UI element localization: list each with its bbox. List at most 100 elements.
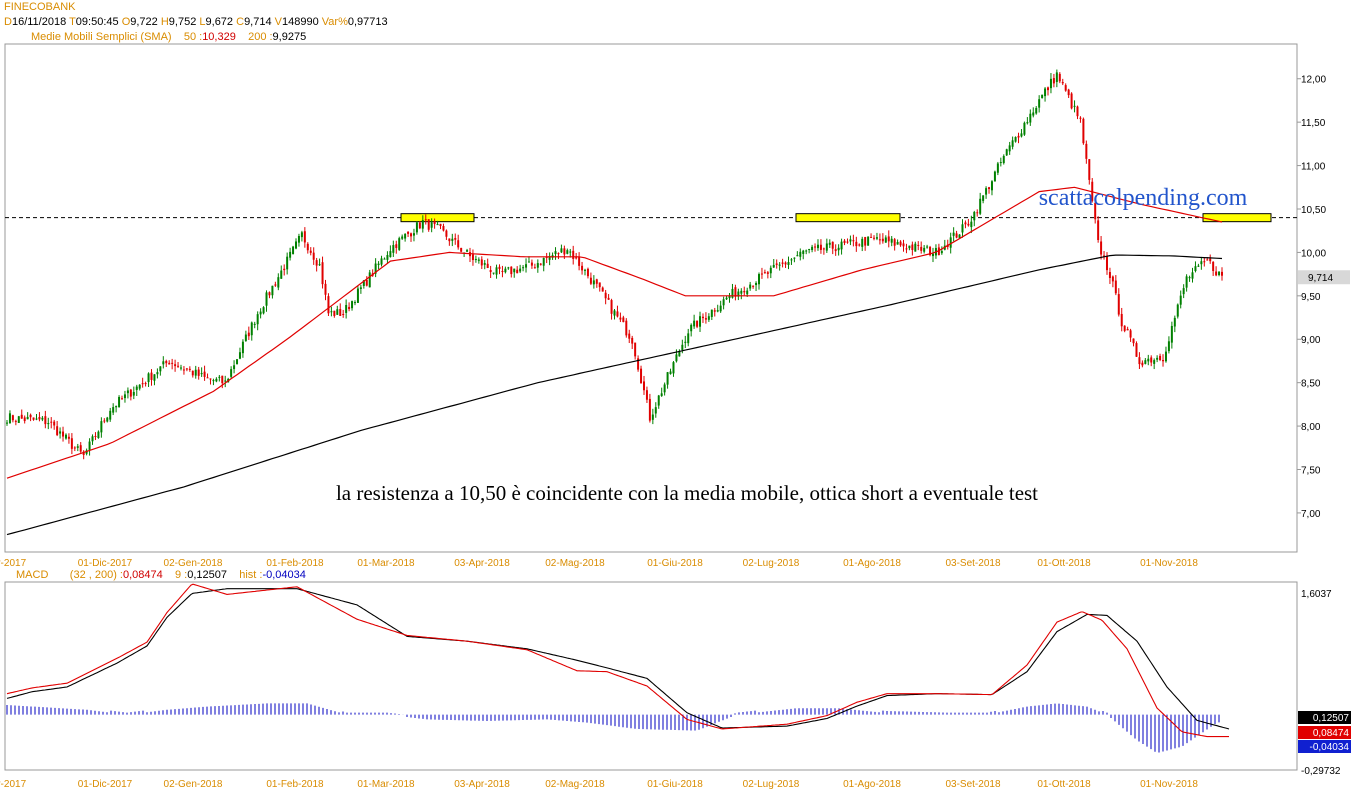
candle-body bbox=[410, 233, 413, 237]
candle-body bbox=[483, 263, 486, 265]
candle-body bbox=[123, 394, 126, 399]
candle-body bbox=[622, 317, 625, 323]
candle-body bbox=[663, 384, 666, 393]
price-date-label: 01-Ott-2018 bbox=[1037, 558, 1091, 569]
candle-body bbox=[498, 266, 501, 269]
price-date-label: 02-Lug-2018 bbox=[743, 558, 800, 569]
candle-body bbox=[631, 337, 634, 344]
candle-body bbox=[525, 264, 528, 268]
macd-tick-label: -0,29732 bbox=[1301, 766, 1341, 777]
candle-body bbox=[1218, 271, 1221, 275]
candle-body bbox=[191, 370, 194, 376]
candle-body bbox=[433, 220, 436, 225]
candle-body bbox=[536, 263, 539, 268]
candle-body bbox=[236, 359, 239, 365]
candle-body bbox=[436, 224, 439, 226]
candle-body bbox=[539, 263, 542, 265]
last-price-box bbox=[1298, 270, 1350, 285]
candle-body bbox=[1008, 145, 1011, 152]
candle-body bbox=[380, 258, 383, 265]
candle-body bbox=[796, 255, 799, 257]
candle-body bbox=[990, 181, 993, 191]
candle-body bbox=[793, 257, 796, 259]
candle-body bbox=[920, 246, 923, 251]
candle-body bbox=[707, 316, 710, 320]
candle-body bbox=[424, 219, 427, 221]
price-date-label: 03-Apr-2018 bbox=[454, 558, 510, 569]
candle-body bbox=[1032, 112, 1035, 116]
candle-body bbox=[731, 288, 734, 298]
candle-body bbox=[59, 431, 62, 434]
candle-body bbox=[654, 407, 657, 414]
candle-body bbox=[445, 230, 448, 237]
candle-body bbox=[1159, 355, 1162, 361]
candle-body bbox=[474, 258, 477, 260]
candle-body bbox=[1044, 88, 1047, 97]
candle-body bbox=[312, 252, 315, 260]
candle-body bbox=[675, 354, 678, 362]
candle-body bbox=[1097, 220, 1100, 240]
price-date-label: 01-Giu-2018 bbox=[647, 558, 703, 569]
candle-body bbox=[584, 269, 587, 271]
price-tick-label: 12,00 bbox=[1301, 75, 1326, 86]
candle-body bbox=[76, 446, 79, 448]
macd-date-label: 01-Ott-2018 bbox=[1037, 779, 1091, 790]
resistance-highlight bbox=[400, 213, 475, 223]
price-date-label: 02-Gen-2018 bbox=[164, 558, 223, 569]
candle-body bbox=[769, 267, 772, 274]
price-panel: 12,00 11,50 11,00 10,50 10,00 9,50 9,00 8,50 8,0… bbox=[0, 69, 1350, 790]
candle-body bbox=[687, 333, 690, 344]
macd-date-label: ov-2017 bbox=[0, 779, 27, 790]
candle-body bbox=[1132, 338, 1135, 344]
candle-body bbox=[174, 364, 177, 367]
candle-body bbox=[271, 285, 274, 296]
candle-body bbox=[852, 240, 855, 242]
candle-body bbox=[480, 259, 483, 266]
candle-body bbox=[1055, 72, 1058, 82]
macd-header: MACD (32 , 200) :0,08474 9 :0,12507 hist… bbox=[16, 569, 306, 581]
candle-body bbox=[554, 251, 557, 255]
candle-body bbox=[660, 393, 663, 396]
candle-body bbox=[808, 248, 811, 250]
candle-body bbox=[53, 421, 56, 426]
candle-body bbox=[849, 239, 852, 242]
candle-body bbox=[749, 284, 752, 289]
candle-body bbox=[1156, 357, 1159, 360]
candle-body bbox=[669, 371, 672, 375]
price-tick-label: 9,00 bbox=[1301, 335, 1321, 346]
candle-body bbox=[642, 381, 645, 391]
candle-body bbox=[100, 421, 103, 433]
candle-body bbox=[1061, 82, 1064, 84]
candle-body bbox=[6, 422, 8, 424]
candle-body bbox=[1126, 328, 1129, 331]
candle-body bbox=[486, 263, 489, 268]
candle-body bbox=[595, 279, 598, 284]
candle-body bbox=[710, 309, 713, 318]
candle-body bbox=[504, 268, 507, 273]
candle-body bbox=[619, 317, 622, 320]
candle-body bbox=[17, 416, 20, 423]
candle-body bbox=[336, 309, 339, 315]
candle-body bbox=[699, 316, 702, 327]
candle-body bbox=[648, 398, 651, 421]
price-tick-label: 10,00 bbox=[1301, 248, 1326, 259]
candle-body bbox=[56, 426, 59, 436]
candle-body bbox=[82, 451, 85, 455]
candle-body bbox=[970, 221, 973, 228]
candle-body bbox=[952, 232, 955, 236]
candle-body bbox=[592, 280, 595, 285]
candle-body bbox=[530, 262, 533, 266]
candle-body bbox=[477, 259, 480, 261]
candle-body bbox=[351, 301, 354, 309]
candle-body bbox=[253, 323, 256, 325]
candle-body bbox=[50, 421, 53, 423]
candle-body bbox=[1023, 122, 1026, 135]
candle-body bbox=[964, 222, 967, 225]
macd-line bbox=[6, 583, 1229, 738]
candle-body bbox=[601, 287, 604, 292]
candle-body bbox=[743, 291, 746, 293]
candle-body bbox=[197, 369, 200, 376]
macd-panel-frame bbox=[4, 581, 1298, 771]
candle-body bbox=[162, 361, 165, 365]
candle-body bbox=[1073, 105, 1076, 107]
